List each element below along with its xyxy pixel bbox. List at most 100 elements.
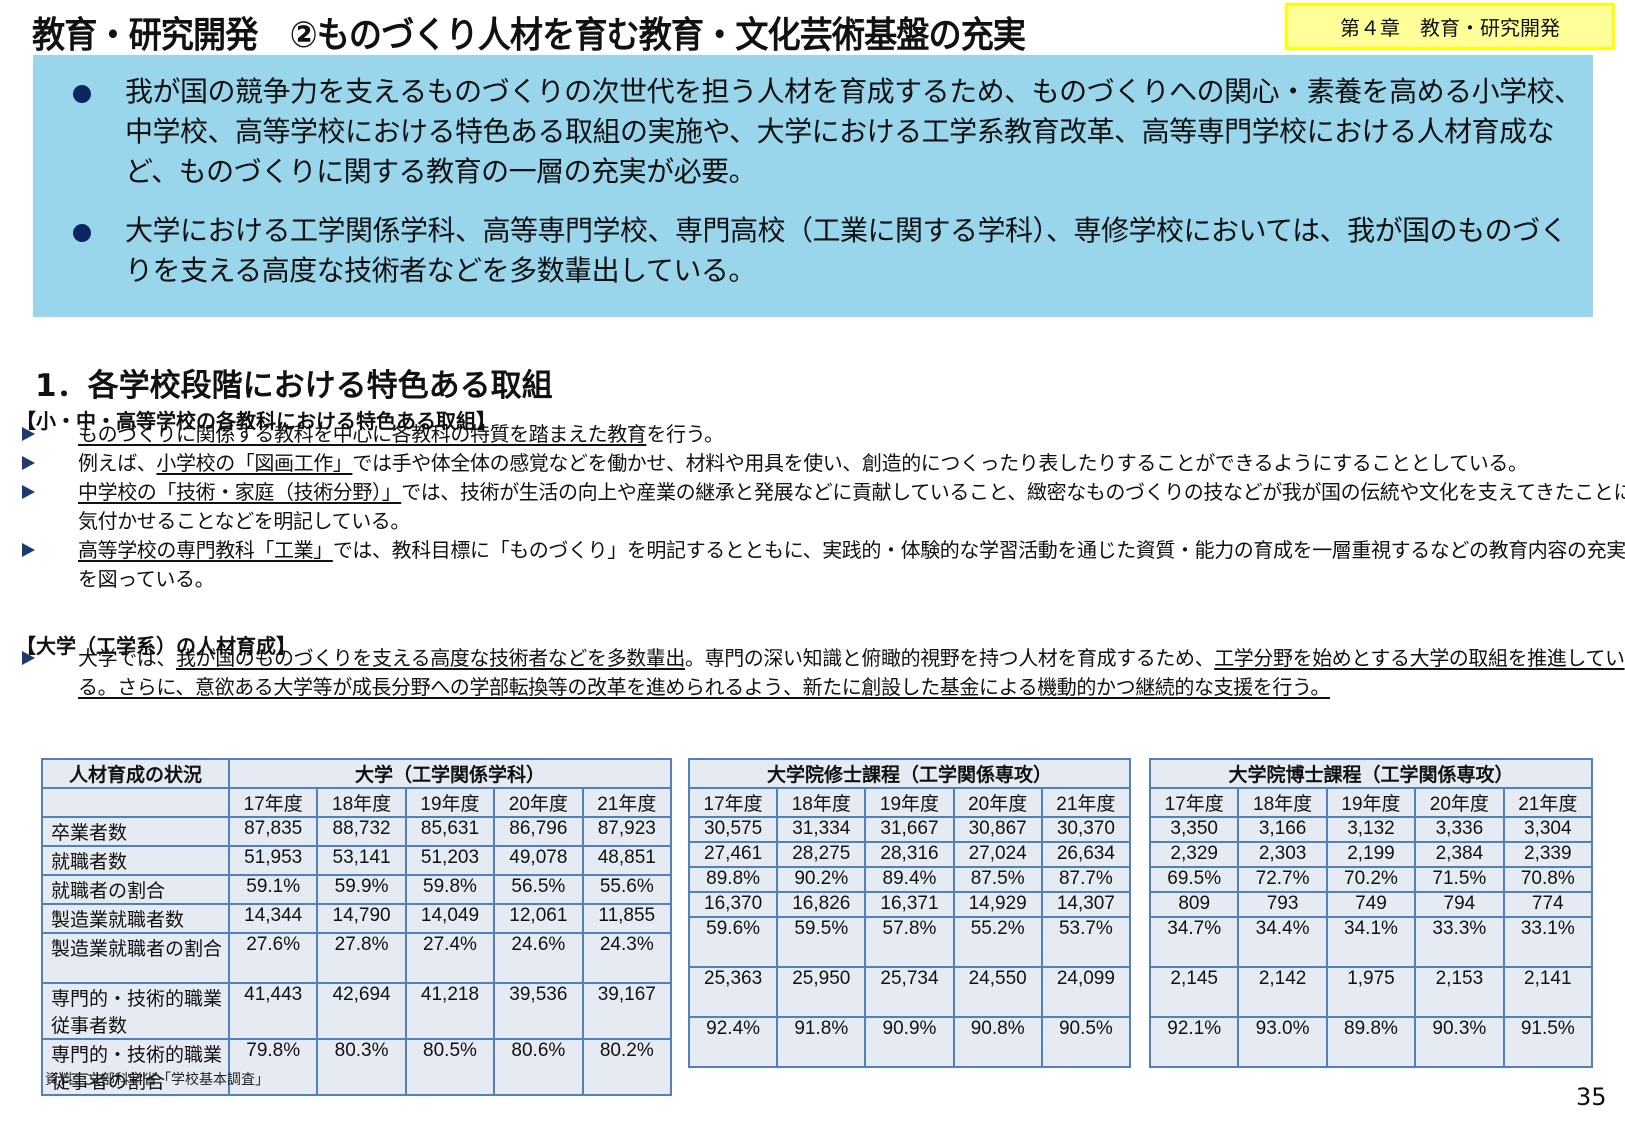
table-row: 専門的・技術的職業従事者数 41,443 42,694 41,218 39,536 39,…	[41, 982, 673, 1040]
university-subsection-heading: 【大学（工学系）の人材育成】	[16, 634, 296, 658]
year-header-cell: 17年度	[687, 787, 779, 818]
table-group-header: 大学院修士課程（工学関係専攻）	[688, 758, 1131, 789]
year-header-cell: 18年度	[316, 787, 407, 818]
table-row: 69.5% 72.7% 70.2% 71.5% 70.8%	[1148, 866, 1594, 893]
data-cell: 2,199	[1325, 841, 1417, 868]
data-cell: 41,443	[227, 982, 319, 1040]
table-title-header: 人材育成の状況	[41, 758, 230, 789]
table-row: 92.4% 91.8% 90.9% 90.8% 90.5%	[687, 1016, 1132, 1068]
data-cell: 92.4%	[687, 1016, 779, 1068]
year-header-cell: 19年度	[1325, 787, 1417, 818]
data-cell: 39,536	[493, 982, 584, 1040]
text-run: では、技術が生活の向上や産業の継承と発展などに貢献していること、緻密なものづくり…	[78, 480, 1625, 533]
data-cell: 3,350	[1148, 816, 1240, 843]
data-cell: 14,049	[404, 903, 496, 934]
data-cell: 53.7%	[1040, 916, 1132, 968]
data-cell: 59.6%	[687, 916, 779, 968]
data-cell: 33.1%	[1502, 916, 1594, 968]
underlined-text: ものづくりに関係する教科を中心に各教科の特質を踏まえた教育	[78, 422, 647, 446]
data-cell: 59.8%	[404, 874, 496, 905]
data-cell: 27,461	[687, 841, 779, 868]
data-cell: 59.1%	[227, 874, 319, 905]
data-cell: 56.5%	[493, 874, 584, 905]
arrow-bullet-icon	[22, 651, 35, 665]
data-cell: 24.6%	[493, 932, 584, 984]
data-cell: 2,339	[1502, 841, 1594, 868]
data-cell: 27.4%	[404, 932, 496, 984]
table-row: 2,329 2,303 2,199 2,384 2,339	[1148, 841, 1594, 868]
text-run: では、教科目標に「ものづくり」を明記するとともに、実践的・体験的な学習活動を通じ…	[78, 538, 1625, 591]
table-doctoral: 大学院博士課程（工学関係専攻） 17年度 18年度 19年度 20年度 21年度 3,350…	[1148, 758, 1594, 1068]
data-cell: 30,867	[952, 816, 1043, 843]
data-cell: 72.7%	[1237, 866, 1328, 893]
arrow-bullet-icon	[22, 427, 35, 441]
table-row: 34.7% 34.4% 34.1% 33.3% 33.1%	[1148, 916, 1594, 968]
row-label-cell: 卒業者数	[41, 816, 230, 847]
data-cell: 80.6%	[493, 1038, 584, 1096]
data-cell: 14,790	[316, 903, 407, 934]
data-cell: 90.8%	[952, 1016, 1043, 1068]
table-row: 製造業就職者数 14,344 14,790 14,049 12,061 11,855	[41, 903, 673, 934]
data-cell: 90.2%	[776, 866, 867, 893]
data-cell: 793	[1237, 891, 1328, 918]
underlined-text: 我が国のものづくりを支える高度な技術者などを多数輩出	[176, 646, 685, 670]
row-label-cell: 専門的・技術的職業従事者数	[41, 982, 230, 1040]
data-cell: 41,218	[404, 982, 496, 1040]
data-cell: 51,203	[404, 845, 496, 876]
underlined-text: 小学校の「図画工作」	[156, 451, 353, 475]
data-cell: 2,141	[1502, 966, 1594, 1018]
data-cell: 16,371	[864, 891, 955, 918]
table-row: 2,145 2,142 1,975 2,153 2,141	[1148, 966, 1594, 1018]
underlined-text: 工学分野を始めとする大学の取組を推進している。さらに、意欲ある大学等が成長分野へ…	[78, 646, 1625, 699]
data-cell: 3,336	[1414, 816, 1505, 843]
data-cell: 14,307	[1040, 891, 1132, 918]
data-cell: 80.3%	[316, 1038, 407, 1096]
data-cell: 88,732	[316, 816, 407, 847]
data-cell: 89.8%	[1325, 1016, 1417, 1068]
page-title: 教育・研究開発 ②ものづくり人材を育む教育・文化芸術基盤の充実	[32, 15, 1026, 56]
data-cell: 12,061	[493, 903, 584, 934]
data-cell: 24,099	[1040, 966, 1132, 1018]
list-item-text: 大学では、我が国のものづくりを支える高度な技術者などを多数輩出。専門の深い知識と…	[78, 644, 1625, 702]
data-cell: 55.6%	[581, 874, 673, 905]
data-cell: 87,835	[227, 816, 319, 847]
year-header-cell: 21年度	[1502, 787, 1594, 818]
year-header-cell: 20年度	[493, 787, 584, 818]
data-cell: 80.2%	[581, 1038, 673, 1096]
data-cell: 55.2%	[952, 916, 1043, 968]
data-cell: 24,550	[952, 966, 1043, 1018]
table-row: 27,461 28,275 28,316 27,024 26,634	[687, 841, 1132, 868]
table-group-header: 大学（工学関係学科）	[228, 758, 672, 789]
table-row: 3,350 3,166 3,132 3,336 3,304	[1148, 816, 1594, 843]
text-run: を行う。	[646, 422, 724, 446]
arrow-bullet-icon	[22, 456, 35, 470]
year-header-cell: 21年度	[581, 787, 673, 818]
table-row: 809 793 749 794 774	[1148, 891, 1594, 918]
data-cell: 16,826	[776, 891, 867, 918]
table-row: 59.6% 59.5% 57.8% 55.2% 53.7%	[687, 916, 1132, 968]
data-cell: 25,363	[687, 966, 779, 1018]
page-number: 35	[1576, 1083, 1607, 1111]
data-cell: 25,734	[864, 966, 955, 1018]
data-cell: 70.2%	[1325, 866, 1417, 893]
arrow-bullet-icon	[22, 543, 35, 557]
data-cell: 28,316	[864, 841, 955, 868]
arrow-bullet-icon	[22, 485, 35, 499]
table-row: 16,370 16,826 16,371 14,929 14,307	[687, 891, 1132, 918]
data-cell: 30,370	[1040, 816, 1132, 843]
data-cell: 89.8%	[687, 866, 779, 893]
data-cell: 42,694	[316, 982, 407, 1040]
text-run: 。専門の深い知識と俯瞰的視野を持つ人材を育成するため、	[685, 646, 1215, 670]
year-header-cell: 20年度	[952, 787, 1043, 818]
data-cell: 809	[1148, 891, 1240, 918]
year-header-cell: 17年度	[227, 787, 319, 818]
bullet-dot-icon	[73, 224, 91, 242]
underlined-text: 高等学校の専門教科「工業」	[78, 538, 333, 562]
text-run: 大学では、	[78, 646, 176, 670]
data-cell: 14,929	[952, 891, 1043, 918]
section-heading: 1．各学校段階における特色ある取組	[35, 368, 553, 404]
data-cell: 79.8%	[227, 1038, 319, 1096]
data-cell: 86,796	[493, 816, 584, 847]
data-cell: 39,167	[581, 982, 673, 1040]
data-cell: 24.3%	[581, 932, 673, 984]
